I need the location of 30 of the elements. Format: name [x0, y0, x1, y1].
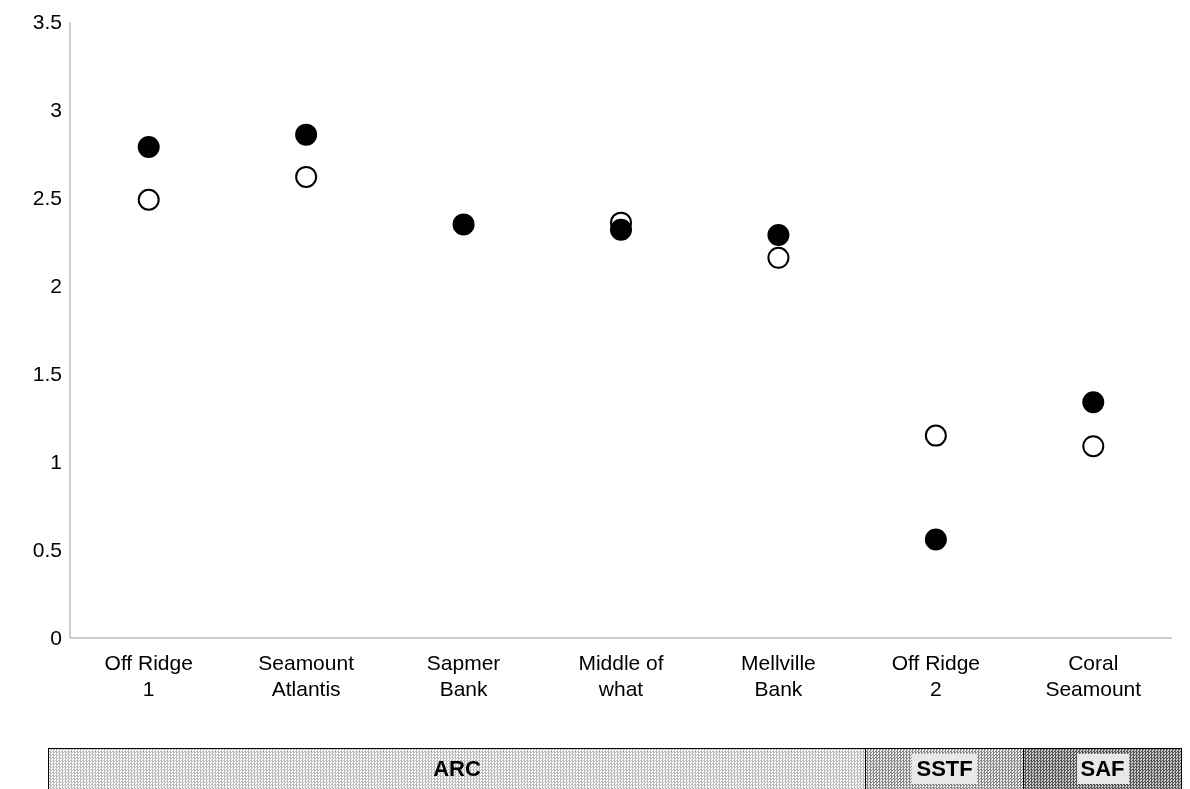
text: SAF: [1076, 754, 1129, 784]
point: [295, 165, 318, 188]
point: [452, 213, 475, 236]
y-tick-label: 0: [50, 626, 62, 650]
y-tick-label: 0.5: [32, 538, 62, 562]
x-tick-label: Sapmer Bank: [426, 651, 501, 700]
y-tick-label: 1: [50, 450, 62, 474]
point: [924, 528, 947, 551]
x-tick-label: Coral Seamount: [1045, 651, 1142, 700]
point: [767, 223, 790, 246]
point: [924, 424, 947, 447]
text: SSTF: [912, 754, 977, 784]
x-tick-label: Middle of what: [578, 651, 664, 700]
point: [767, 246, 790, 269]
y-tick-label: 3.5: [32, 10, 62, 34]
y-tick-label: 2: [50, 274, 62, 298]
y-tick-label: 3: [50, 98, 62, 122]
y-tick-label: 2.5: [32, 186, 62, 210]
y-tick-label: 1.5: [32, 362, 62, 386]
point: [1082, 391, 1105, 414]
text: ARC: [432, 755, 482, 783]
x-tick-label: Off Ridge 1: [104, 651, 193, 700]
x-tick-label: Mellville Bank: [741, 651, 816, 700]
point: [610, 218, 632, 241]
point: [295, 123, 318, 146]
point: [137, 135, 160, 158]
point: [137, 188, 160, 211]
x-tick-label: Off Ridge 2: [891, 651, 981, 700]
x-tick-label: Seamount Atlantis: [258, 651, 355, 700]
point: [1082, 435, 1105, 458]
